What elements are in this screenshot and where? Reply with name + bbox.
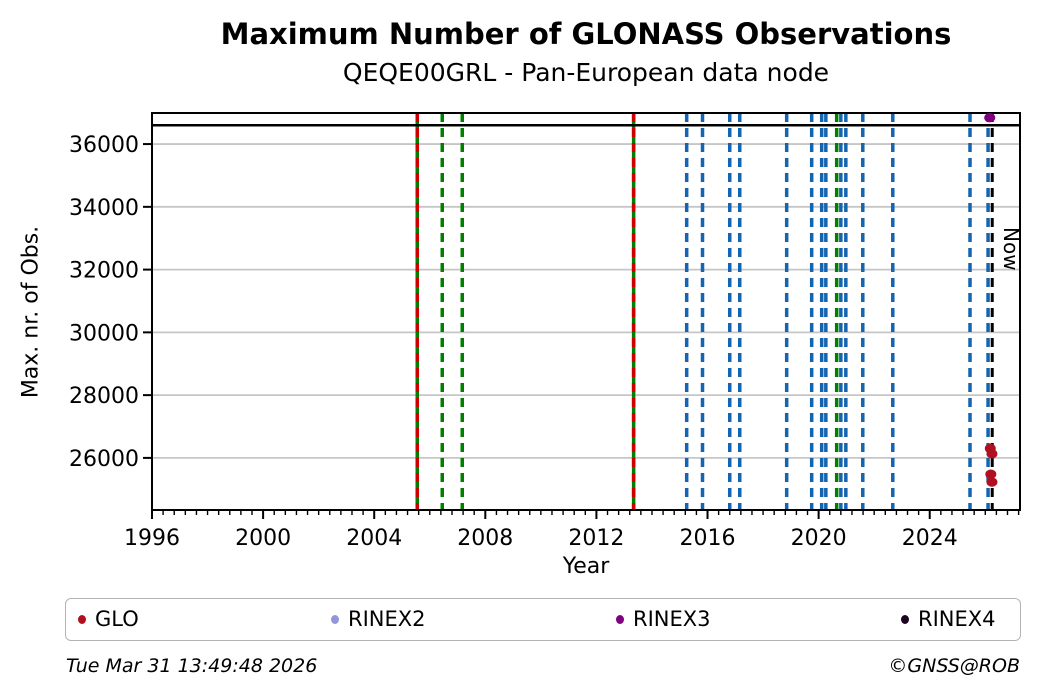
y-tick-label: 28000: [69, 384, 139, 409]
legend-label-rinex4: RINEX4: [918, 607, 996, 631]
legend-item-rinex4: RINEX4: [901, 599, 996, 639]
rinex3-marker-icon: [616, 614, 624, 624]
glo-marker-icon: [78, 614, 86, 624]
glo-data-point: [986, 449, 998, 459]
legend: GLO RINEX2 RINEX3 RINEX4: [65, 598, 1021, 641]
y-tick-label: 26000: [69, 447, 139, 472]
rinex3-data-point: [984, 113, 996, 123]
plot-frame: [151, 112, 1021, 511]
x-tick-label: 2004: [346, 526, 402, 551]
glo-data-point: [985, 469, 997, 479]
x-tick-label: 2012: [568, 526, 624, 551]
y-axis-label: Max. nr. of Obs.: [18, 225, 44, 399]
x-tick-label: 2024: [902, 526, 958, 551]
x-tick-label: 2020: [791, 526, 847, 551]
x-tick-label: 2000: [235, 526, 291, 551]
y-tick-label: 32000: [69, 259, 139, 284]
legend-item-rinex3: RINEX3: [616, 599, 711, 639]
x-tick-label: 1996: [124, 526, 180, 551]
legend-label-rinex3: RINEX3: [633, 607, 711, 631]
x-tick-label: 2008: [457, 526, 513, 551]
chart-subtitle: QEQE00GRL - Pan-European data node: [342, 58, 830, 87]
legend-label-glo: GLO: [95, 607, 139, 631]
x-axis-label: Year: [562, 554, 610, 579]
legend-item-glo: GLO: [78, 599, 139, 639]
y-tick-label: 34000: [69, 196, 139, 221]
legend-item-rinex2: RINEX2: [331, 599, 426, 639]
rinex4-marker-icon: [901, 614, 909, 624]
legend-label-rinex2: RINEX2: [348, 607, 426, 631]
x-tick-label: 2016: [680, 526, 736, 551]
glo-data-point: [986, 477, 998, 487]
chart-title: Maximum Number of GLONASS Observations: [220, 17, 952, 51]
y-tick-label: 36000: [69, 133, 139, 158]
y-tick-label: 30000: [69, 321, 139, 346]
plot-timestamp: Tue Mar 31 13:49:48 2026: [66, 655, 318, 677]
copyright-credit: ©GNSS@ROB: [888, 655, 1020, 677]
rinex2-marker-icon: [331, 614, 339, 624]
